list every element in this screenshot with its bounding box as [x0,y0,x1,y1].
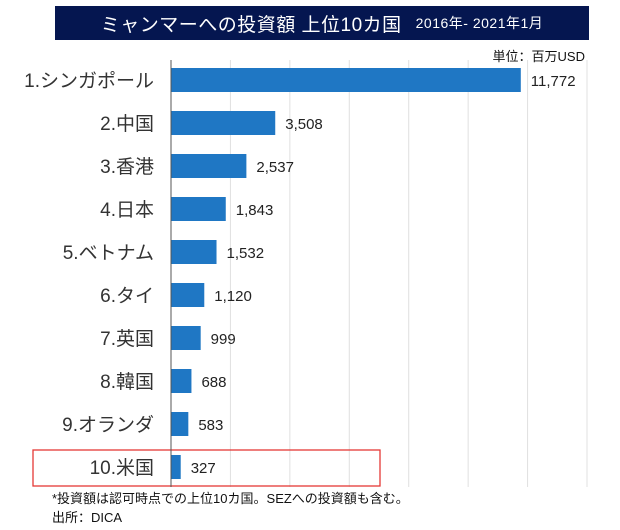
chart-title: ミャンマーへの投資額 上位10カ国 [100,14,402,36]
highlight-box [32,449,381,487]
bar [171,369,192,393]
category-label: 9.オランダ [62,414,154,436]
data-label: 688 [201,374,226,391]
data-label: 999 [211,331,236,348]
bar [171,154,247,178]
bar [171,111,276,135]
data-label: 11,772 [531,73,576,90]
data-label: 1,120 [214,288,252,305]
bar [171,455,181,479]
bar [171,197,226,221]
category-label: 5.ベトナム [63,243,154,264]
bar [171,240,217,264]
data-label: 3,508 [285,116,323,133]
data-label: 2,537 [256,159,294,176]
bar [171,283,205,307]
data-label: 1,532 [227,245,265,262]
chart-title-bar: ミャンマーへの投資額 上位10カ国 2016年- 2021年1月 [55,6,589,40]
data-label: 1,843 [236,202,274,219]
category-label: 6.タイ [100,285,154,307]
data-label: 583 [198,417,223,434]
category-label: 4.日本 [100,199,154,221]
bar [171,412,189,436]
category-label: 1.シンガポール [24,70,154,92]
category-label: 2.中国 [100,113,154,135]
bar [171,68,521,92]
source-note: 出所：DICA [52,510,123,525]
category-label: 8.韓国 [100,371,154,393]
chart-subtitle: 2016年- 2021年1月 [415,15,544,31]
footnote: *投資額は認可時点での上位10カ国。SEZへの投資額も含む。 [52,491,409,506]
category-label: 10.米国 [90,457,154,479]
bar [171,326,201,350]
category-label: 3.香港 [100,156,154,178]
data-label: 327 [191,460,216,477]
category-label: 7.英国 [100,328,154,350]
unit-label: 単位：百万USD [492,49,585,64]
